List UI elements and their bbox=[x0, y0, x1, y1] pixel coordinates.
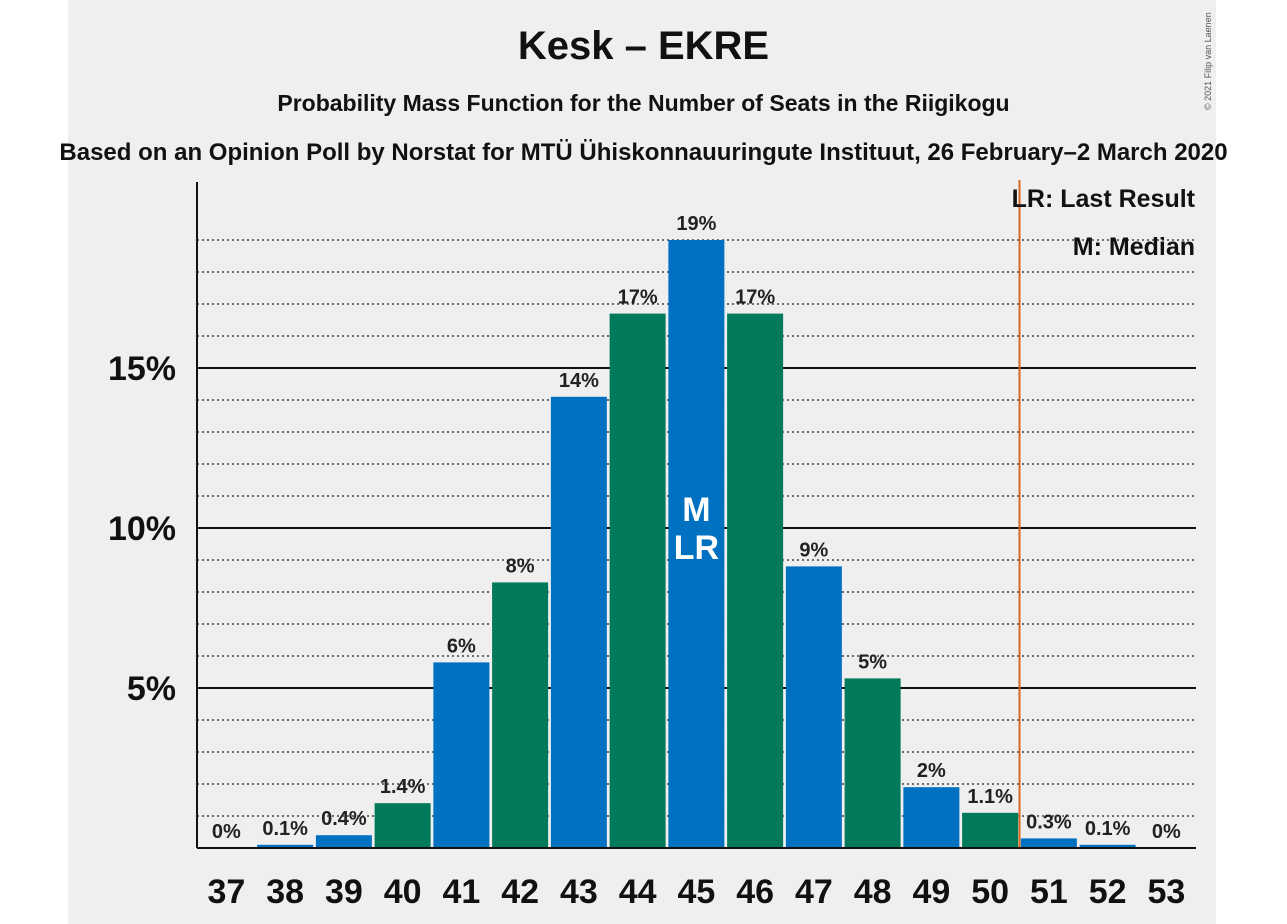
bar-value-label: 2% bbox=[917, 760, 946, 782]
x-tick-label: 37 bbox=[207, 873, 245, 911]
chart-source: Based on an Opinion Poll by Norstat for … bbox=[59, 139, 1228, 166]
x-tick-label: 50 bbox=[971, 873, 1009, 911]
x-tick-label: 38 bbox=[266, 873, 304, 911]
bar-value-label: 6% bbox=[447, 635, 476, 657]
bar-value-label: 14% bbox=[559, 370, 599, 392]
bar-seat-44 bbox=[609, 313, 666, 849]
x-tick-label: 47 bbox=[795, 873, 833, 911]
x-tick-label: 40 bbox=[384, 873, 422, 911]
x-tick-label: 41 bbox=[442, 873, 480, 911]
bar-value-label: 0.1% bbox=[262, 818, 308, 840]
bar-value-label: 1.1% bbox=[967, 786, 1013, 808]
bar-value-label: 19% bbox=[676, 213, 716, 235]
bar-value-label: 9% bbox=[799, 539, 828, 561]
x-tick-label: 52 bbox=[1089, 873, 1127, 911]
bar-value-label: 0.4% bbox=[321, 808, 367, 830]
bar-seat-45 bbox=[668, 240, 725, 848]
bar-value-label: 0.3% bbox=[1026, 811, 1072, 833]
chart-subtitle: Probability Mass Function for the Number… bbox=[277, 90, 1010, 116]
median-marker: M bbox=[682, 491, 710, 529]
bar-value-label: 0.1% bbox=[1085, 818, 1131, 840]
bar-seat-40 bbox=[374, 803, 431, 848]
bar-seat-49 bbox=[903, 787, 960, 848]
bar-seat-39 bbox=[315, 835, 372, 848]
bar-value-label: 0% bbox=[1152, 821, 1181, 843]
x-tick-label: 43 bbox=[560, 873, 598, 911]
x-tick-label: 48 bbox=[854, 873, 892, 911]
bar-seat-38 bbox=[257, 844, 314, 848]
bar-seat-43 bbox=[550, 396, 607, 848]
chart-title: Kesk – EKRE bbox=[517, 24, 770, 68]
bar-value-label: 8% bbox=[506, 555, 535, 577]
bar-seat-41 bbox=[433, 662, 490, 848]
legend-last-result: LR: Last Result bbox=[1011, 185, 1195, 213]
x-tick-label: 42 bbox=[501, 873, 539, 911]
bar-value-label: 1.4% bbox=[380, 776, 426, 798]
bar-value-label: 5% bbox=[858, 651, 887, 673]
x-tick-label: 49 bbox=[912, 873, 950, 911]
x-tick-label: 46 bbox=[736, 873, 774, 911]
x-tick-label: 45 bbox=[677, 873, 715, 911]
y-tick-label: 10% bbox=[108, 510, 176, 548]
x-tick-label: 53 bbox=[1147, 873, 1185, 911]
legend-median: M: Median bbox=[1072, 233, 1195, 261]
bar-value-label: 17% bbox=[618, 287, 658, 309]
x-tick-label: 44 bbox=[619, 873, 657, 911]
bar-seat-46 bbox=[727, 313, 784, 849]
y-tick-label: 5% bbox=[127, 670, 176, 708]
bar-seat-51 bbox=[1020, 838, 1077, 848]
x-tick-label: 51 bbox=[1030, 873, 1068, 911]
bar-seat-52 bbox=[1079, 844, 1136, 848]
bar-seat-50 bbox=[962, 812, 1019, 848]
x-tick-label: 39 bbox=[325, 873, 363, 911]
bar-seat-42 bbox=[492, 582, 549, 848]
bar-value-label: 17% bbox=[735, 287, 775, 309]
last-result-marker: LR bbox=[674, 529, 719, 567]
bar-seat-48 bbox=[844, 678, 901, 848]
bar-seat-47 bbox=[785, 566, 842, 848]
y-tick-label: 15% bbox=[108, 350, 176, 388]
bar-value-label: 0% bbox=[212, 821, 241, 843]
